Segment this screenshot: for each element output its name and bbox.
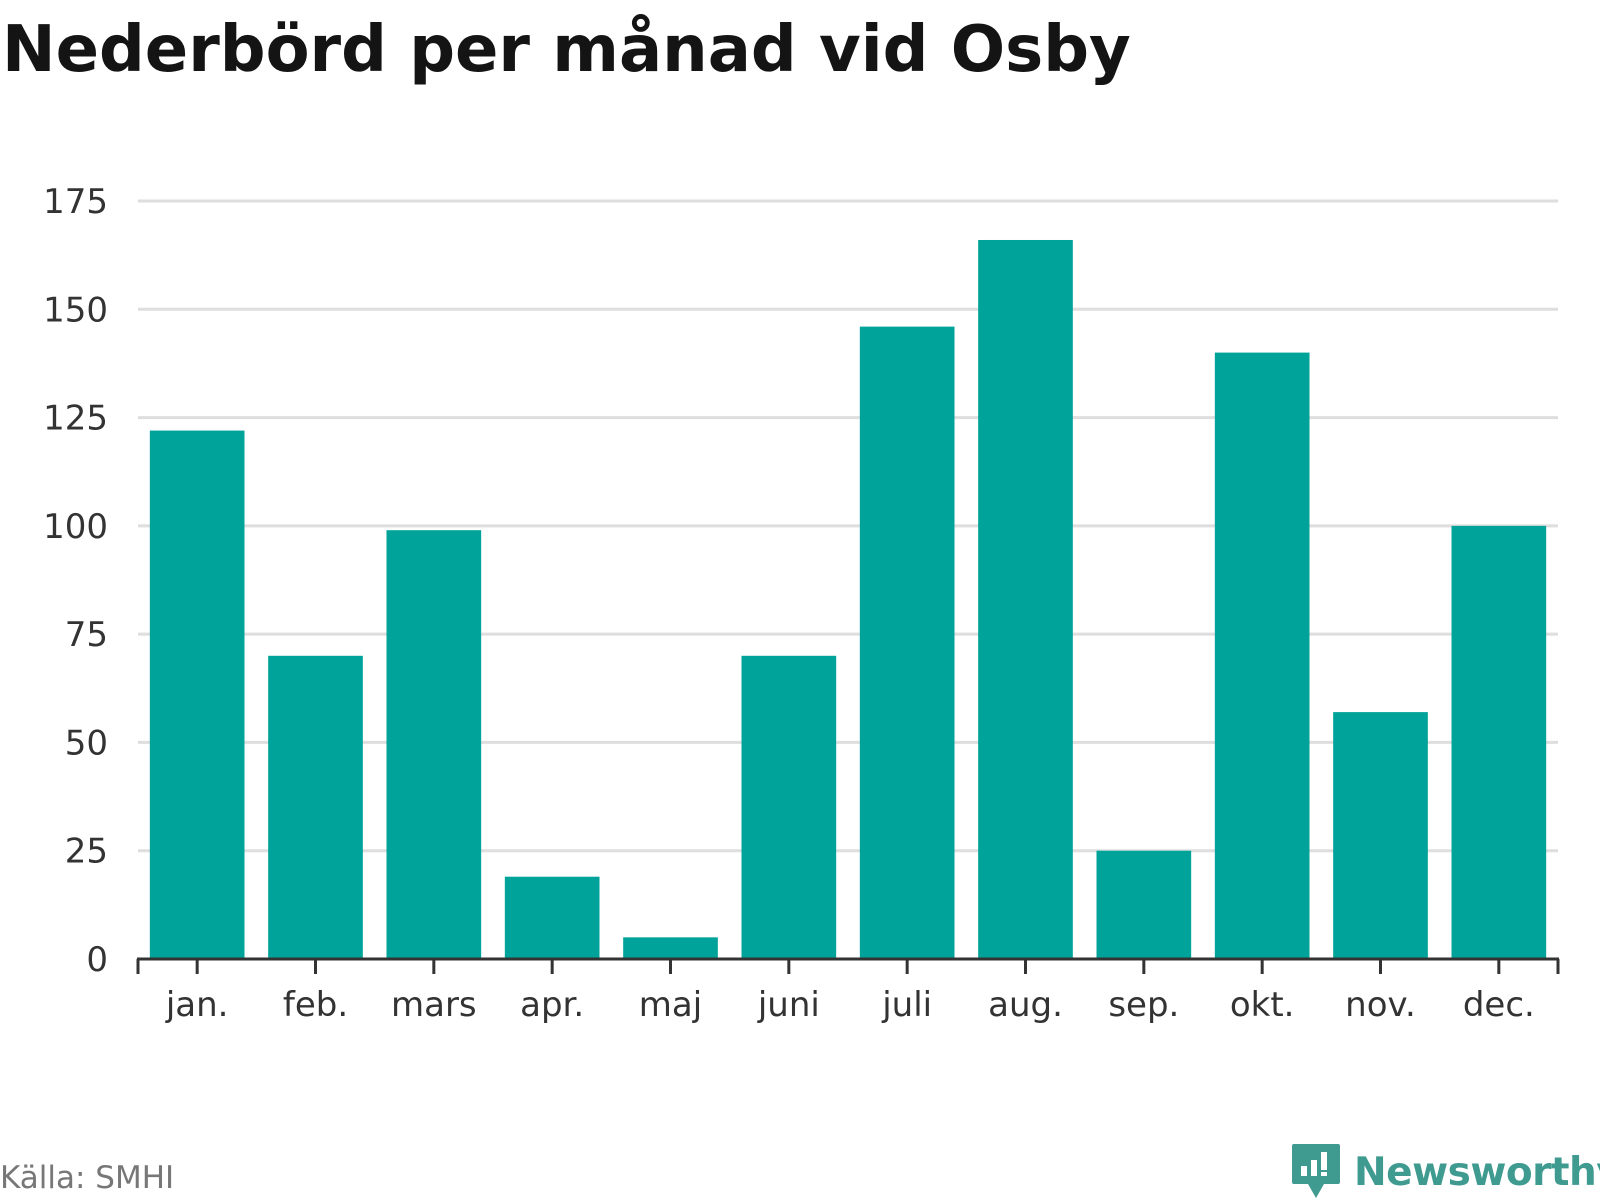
bar-juni — [741, 655, 837, 959]
bar-nov — [1333, 712, 1428, 959]
y-tick-label: 100 — [43, 507, 108, 547]
x-axis-ticks: jan. feb. mars apr. maj juni juli aug. sep. okt. n… — [165, 959, 1535, 1025]
bar-okt — [1214, 352, 1310, 960]
x-tick-label: juli — [881, 985, 932, 1025]
y-tick-label: 175 — [43, 182, 108, 222]
bar-dec — [1451, 525, 1547, 959]
bar-feb — [268, 655, 363, 959]
y-tick-label: 150 — [43, 290, 108, 330]
gridlines — [138, 199, 1558, 853]
source-label: Källa: SMHI — [0, 1160, 175, 1196]
bars — [149, 239, 1547, 960]
y-tick-label: 0 — [86, 940, 108, 980]
brand-name: Newsworthy — [1354, 1149, 1600, 1195]
newsworthy-logo: Newsworthy — [1290, 1140, 1600, 1204]
x-tick-label: feb. — [283, 985, 348, 1025]
bar-aug — [978, 239, 1073, 960]
x-tick-label: mars — [391, 985, 477, 1025]
y-tick-label: 75 — [65, 615, 108, 655]
x-tick-label: nov. — [1345, 985, 1416, 1025]
bar-mars — [386, 530, 482, 959]
x-tick-label: jan. — [165, 985, 229, 1025]
y-axis-ticks: 0 25 50 75 100 125 150 175 — [43, 182, 108, 980]
bar-sep — [1096, 850, 1192, 959]
y-tick-label: 50 — [65, 723, 108, 763]
chart-title: Nederbörd per månad vid Osby — [2, 13, 1131, 87]
x-tick-label: apr. — [520, 985, 584, 1025]
bar-jan — [149, 430, 245, 960]
x-tick-label: okt. — [1230, 985, 1295, 1025]
x-tick-label: juni — [757, 985, 820, 1025]
x-axis — [136, 957, 1560, 974]
bar-juli — [859, 326, 955, 959]
x-tick-label: sep. — [1108, 985, 1179, 1025]
y-tick-label: 125 — [43, 399, 108, 439]
x-tick-label: aug. — [988, 985, 1063, 1025]
x-tick-label: dec. — [1463, 985, 1535, 1025]
x-tick-label: maj — [639, 985, 702, 1025]
bar-maj — [623, 937, 718, 959]
y-tick-label: 25 — [65, 832, 108, 872]
bar-apr — [504, 876, 600, 959]
newsworthy-logo-icon — [1292, 1144, 1340, 1198]
